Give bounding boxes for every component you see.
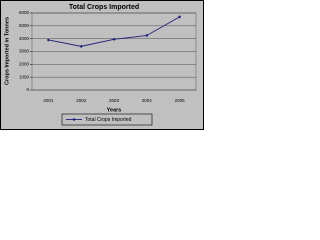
x-tick-label: 2001 [43,98,54,103]
point-marker [46,38,50,42]
y-tick-label: 0 [26,87,29,92]
chart: Total Crops Imported Years Crops Importe… [0,0,204,130]
chart-title: Total Crops Imported [69,4,139,11]
y-tick-label: 4000 [19,36,30,41]
x-tick-label: 2003 [109,98,120,103]
y-tick-label: 2000 [19,62,30,67]
x-tick-label: 2005 [175,98,186,103]
page: Total Crops Imported Years Crops Importe… [0,0,204,130]
legend-box [61,113,153,126]
x-tick-label: 2004 [142,98,153,103]
legend-marker [72,117,76,122]
x-axis-label: Years [107,107,122,113]
y-tick-label: 6000 [19,10,30,15]
legend [61,113,153,126]
point-marker [145,33,149,38]
legend-label: Total Crops Imported [85,117,132,123]
point-marker [112,37,116,41]
point-marker [178,15,182,19]
y-tick-label: 1000 [19,74,30,79]
y-tick-label: 5000 [19,23,30,28]
point-marker [79,44,83,48]
x-tick-label: 2002 [76,98,87,103]
y-axis-label: Crops Imported in Tonnes [4,17,10,85]
y-tick-label: 3000 [19,49,30,54]
